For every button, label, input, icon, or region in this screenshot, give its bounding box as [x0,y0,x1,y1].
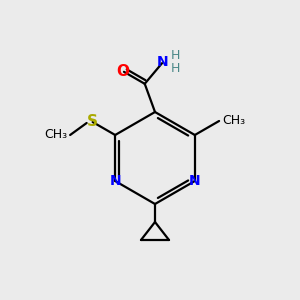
Text: O: O [116,64,130,79]
Text: CH₃: CH₃ [44,128,67,142]
Text: H: H [171,49,181,62]
Text: CH₃: CH₃ [222,113,245,127]
Text: S: S [87,115,98,130]
Text: H: H [171,61,181,75]
Text: N: N [189,174,201,188]
Text: N: N [110,174,121,188]
Text: N: N [156,55,168,69]
